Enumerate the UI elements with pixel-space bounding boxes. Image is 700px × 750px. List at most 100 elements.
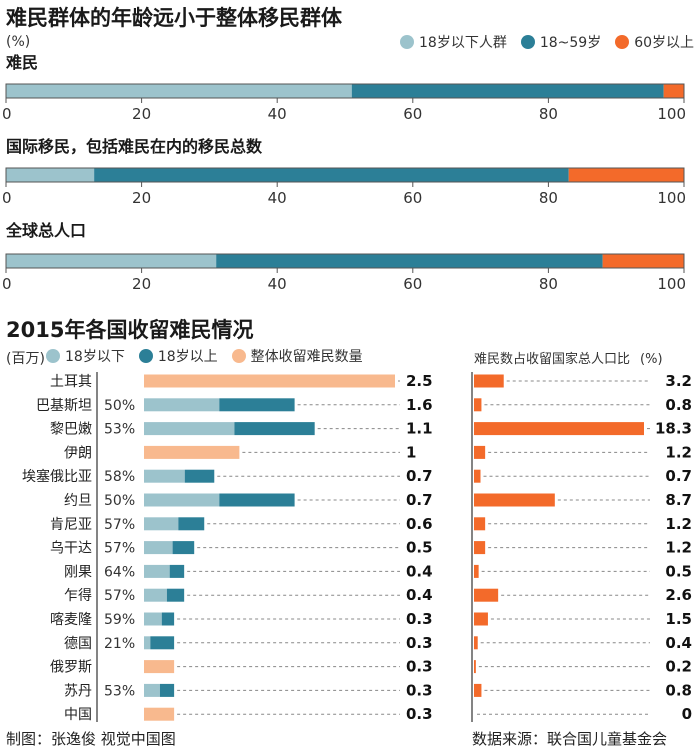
bar-over18	[184, 469, 215, 483]
value-label: 1	[406, 443, 416, 461]
ratio-value-label: 1.5	[665, 610, 692, 628]
legend-18-59: 18~59岁	[520, 32, 601, 52]
country-label: 巴基斯坦	[36, 397, 92, 414]
country-label: 苏丹	[64, 683, 92, 699]
ratio-value-label: 1.2	[665, 443, 692, 461]
value-label: 0.7	[406, 491, 433, 509]
country-label: 伊朗	[64, 445, 92, 461]
bar-under18	[144, 493, 220, 507]
tick-label: 0	[2, 189, 12, 207]
ratio-value-label: 0.8	[665, 396, 692, 414]
tick-label: 80	[539, 105, 558, 123]
ratio-bar	[474, 612, 488, 626]
country-label: 刚果	[64, 564, 92, 580]
bar-outline	[5, 253, 685, 269]
bar-outline	[5, 83, 685, 99]
ratio-value-label: 1.2	[665, 539, 692, 557]
under18-pct-label: 57%	[104, 541, 135, 557]
tick-label: 20	[132, 189, 151, 207]
ratio-value-label: 0	[682, 705, 692, 723]
value-label: 0.3	[406, 658, 433, 676]
bar-segment	[568, 168, 684, 182]
ratio-value-label: 0.2	[665, 658, 692, 676]
legend-total-b: 整体收留难民数量	[231, 346, 363, 366]
tick-label: 100	[657, 189, 686, 207]
category-label: 国际移民，包括难民在内的移民总数	[6, 137, 263, 156]
ratio-bar	[474, 493, 555, 507]
bar-over18	[172, 541, 195, 555]
ratio-bar	[474, 541, 486, 555]
country-label: 肯尼亚	[50, 517, 92, 533]
country-label: 乍得	[64, 587, 92, 604]
bar-total	[144, 660, 175, 674]
bar-segment	[6, 254, 217, 268]
value-label: 0.3	[406, 705, 433, 723]
ratio-bar	[474, 636, 478, 650]
ratio-bar	[474, 517, 486, 531]
tick-label: 40	[268, 105, 287, 123]
category-label: 全球总人口	[5, 221, 86, 240]
bar-segment	[602, 254, 684, 268]
ratio-value-label: 0.8	[665, 681, 692, 699]
bar-segment	[351, 84, 664, 98]
bar-total	[144, 445, 240, 459]
ratio-value-label: 0.7	[665, 467, 692, 485]
under18-pct-label: 50%	[104, 493, 135, 509]
under18-pct-label: 57%	[104, 517, 135, 533]
ratio-value-label: 8.7	[665, 491, 692, 509]
tick-label: 60	[403, 189, 422, 207]
ratio-bar	[474, 588, 499, 602]
value-label: 0.4	[406, 586, 433, 604]
under18-pct-label: 53%	[104, 422, 135, 438]
bar-total	[144, 374, 395, 388]
legend-over60: 60岁以上	[615, 32, 694, 52]
value-label: 0.3	[406, 634, 433, 652]
bar-segment	[663, 84, 684, 98]
value-label: 0.4	[406, 562, 433, 580]
bottom-legend: 18岁以下 18岁以上 整体收留难民数量	[46, 346, 363, 366]
ratio-value-label: 2.6	[665, 586, 692, 604]
ratio-value-label: 18.3	[655, 420, 692, 438]
legend-over18-b: 18岁以上	[138, 346, 218, 366]
bar-under18	[144, 469, 185, 483]
bar-over18	[161, 612, 175, 626]
category-label: 难民	[5, 53, 38, 72]
value-label: 2.5	[406, 372, 433, 390]
country-label: 中国	[64, 707, 92, 723]
tick-label: 0	[2, 105, 12, 123]
bar-segment	[216, 254, 603, 268]
bar-under18	[144, 517, 179, 531]
under18-pct-label: 58%	[104, 469, 135, 485]
ratio-bar	[474, 564, 479, 578]
ratio-bar	[474, 445, 486, 459]
ratio-bar	[474, 374, 504, 388]
tick-label: 60	[403, 275, 422, 293]
country-label: 喀麦隆	[50, 612, 92, 628]
tick-label: 20	[132, 105, 151, 123]
bar-under18	[144, 636, 151, 650]
value-label: 1.1	[406, 420, 433, 438]
tick-label: 100	[657, 275, 686, 293]
country-label: 德国	[64, 636, 92, 652]
bar-over18	[219, 493, 295, 507]
country-label: 俄罗斯	[50, 660, 92, 676]
ratio-value-label: 0.5	[665, 562, 692, 580]
ratio-value-label: 3.2	[665, 372, 692, 390]
legend-under18: 18岁以下人群	[400, 32, 507, 52]
tick-label: 100	[657, 105, 686, 123]
bottom-unit-label: (百万)	[6, 351, 45, 367]
ratio-bar	[474, 683, 482, 697]
bar-segment	[6, 168, 95, 182]
bar-under18	[144, 398, 220, 412]
top-stacked-chart: 难民 0 20 40 60 80 100 国际移民，包括难民在内的移民总数 0 20 40 60 80 1…	[2, 53, 686, 293]
bar-over18	[169, 564, 185, 578]
country-label: 埃塞俄比亚	[22, 468, 92, 485]
value-label: 0.3	[406, 681, 433, 699]
bar-under18	[144, 564, 170, 578]
tick-label: 80	[539, 275, 558, 293]
ratio-value-label: 1.2	[665, 515, 692, 533]
country-label: 约旦	[64, 493, 92, 509]
value-label: 0.5	[406, 539, 433, 557]
top-chart-title: 难民群体的年龄远小于整体移民群体	[6, 6, 342, 30]
country-label: 黎巴嫩	[50, 422, 92, 438]
